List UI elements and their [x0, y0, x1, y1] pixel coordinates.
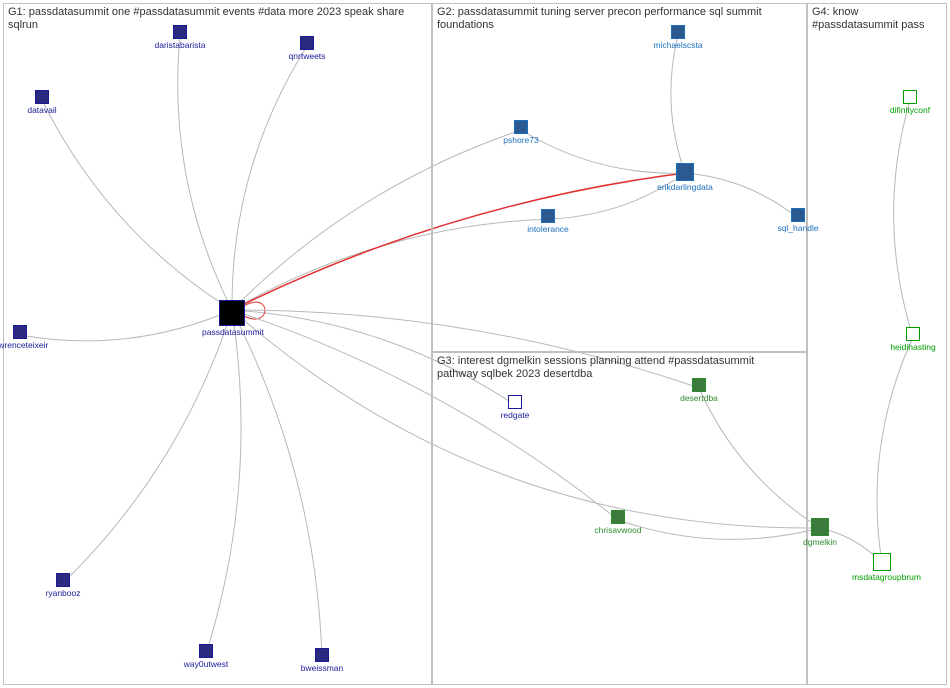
panel-title-g4: G4: know #passdatasummit pass — [812, 6, 943, 32]
panel-g2: G2: passdatasummit tuning server precon … — [432, 3, 807, 352]
panel-g3: G3: interest dgmelkin sessions planning … — [432, 352, 807, 685]
panel-title-g1: G1: passdatasummit one #passdatasummit e… — [8, 6, 414, 32]
panel-title-g2: G2: passdatasummit tuning server precon … — [437, 6, 791, 32]
panel-title-g3: G3: interest dgmelkin sessions planning … — [437, 355, 791, 381]
panel-g1: G1: passdatasummit one #passdatasummit e… — [3, 3, 432, 685]
panel-g4: G4: know #passdatasummit pass — [807, 3, 947, 685]
